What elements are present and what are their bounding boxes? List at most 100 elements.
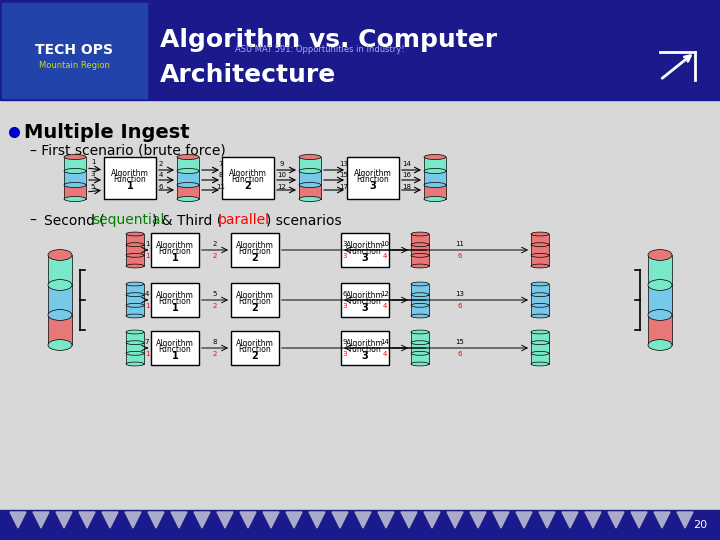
Ellipse shape	[177, 168, 199, 173]
Text: 2: 2	[251, 253, 258, 263]
FancyBboxPatch shape	[411, 305, 429, 316]
Ellipse shape	[48, 280, 72, 291]
Polygon shape	[33, 512, 49, 528]
Polygon shape	[424, 512, 440, 528]
Ellipse shape	[424, 154, 446, 159]
Text: 6: 6	[458, 253, 462, 259]
Text: Function: Function	[356, 176, 390, 185]
Text: ASU MAT 591: Opportunities in Industry!: ASU MAT 591: Opportunities in Industry!	[235, 45, 405, 55]
Polygon shape	[447, 512, 463, 528]
Text: 1: 1	[171, 303, 179, 313]
FancyBboxPatch shape	[531, 234, 549, 245]
Text: 9: 9	[343, 339, 347, 345]
Polygon shape	[631, 512, 647, 528]
Bar	[2, 3, 147, 98]
Polygon shape	[102, 512, 118, 528]
Text: – First scenario (brute force): – First scenario (brute force)	[30, 143, 226, 157]
Ellipse shape	[177, 154, 199, 159]
Text: 8: 8	[212, 339, 217, 345]
FancyBboxPatch shape	[126, 255, 144, 266]
Text: 1: 1	[91, 159, 95, 165]
Text: 4: 4	[159, 172, 163, 178]
FancyBboxPatch shape	[151, 233, 199, 267]
Text: 20: 20	[693, 520, 707, 530]
Text: Multiple Ingest: Multiple Ingest	[24, 123, 189, 141]
Ellipse shape	[48, 309, 72, 320]
FancyBboxPatch shape	[341, 233, 389, 267]
FancyBboxPatch shape	[48, 255, 72, 285]
FancyBboxPatch shape	[648, 255, 672, 285]
Text: Algorithm: Algorithm	[156, 292, 194, 300]
Text: 2: 2	[245, 181, 251, 191]
Text: Function: Function	[238, 247, 271, 256]
Polygon shape	[562, 512, 578, 528]
FancyBboxPatch shape	[48, 285, 72, 315]
Text: 3: 3	[361, 253, 369, 263]
Polygon shape	[539, 512, 555, 528]
Text: Function: Function	[348, 346, 382, 354]
Text: 1: 1	[171, 253, 179, 263]
Ellipse shape	[126, 253, 144, 257]
Polygon shape	[56, 512, 72, 528]
Text: 15: 15	[456, 339, 464, 345]
Ellipse shape	[126, 330, 144, 334]
Text: 1: 1	[145, 241, 149, 247]
Polygon shape	[654, 512, 670, 528]
Text: Algorithm: Algorithm	[156, 241, 194, 251]
Ellipse shape	[64, 154, 86, 159]
FancyBboxPatch shape	[341, 331, 389, 365]
Text: Algorithm vs. Computer: Algorithm vs. Computer	[160, 28, 497, 52]
Text: 6: 6	[343, 291, 347, 297]
Bar	[0, 100, 720, 510]
Ellipse shape	[299, 183, 321, 187]
Text: 11: 11	[456, 241, 464, 247]
Ellipse shape	[648, 309, 672, 320]
FancyBboxPatch shape	[531, 255, 549, 266]
Text: ) scenarios: ) scenarios	[266, 213, 341, 227]
Text: 4: 4	[383, 303, 387, 309]
Text: 1: 1	[127, 181, 133, 191]
Polygon shape	[493, 512, 509, 528]
Ellipse shape	[424, 183, 446, 187]
Text: Function: Function	[158, 346, 192, 354]
Ellipse shape	[411, 232, 429, 236]
Ellipse shape	[648, 249, 672, 260]
FancyBboxPatch shape	[231, 233, 279, 267]
Text: 3: 3	[91, 171, 95, 177]
Text: 10: 10	[277, 172, 287, 178]
Text: 2: 2	[159, 161, 163, 167]
Polygon shape	[148, 512, 164, 528]
Bar	[0, 510, 720, 540]
Polygon shape	[401, 512, 417, 528]
Text: 10: 10	[380, 241, 390, 247]
FancyBboxPatch shape	[347, 157, 399, 199]
Polygon shape	[585, 512, 601, 528]
Polygon shape	[470, 512, 486, 528]
Text: parallel: parallel	[218, 213, 270, 227]
Ellipse shape	[126, 264, 144, 268]
FancyBboxPatch shape	[531, 295, 549, 305]
Text: Mountain Region: Mountain Region	[39, 60, 109, 70]
FancyBboxPatch shape	[126, 353, 144, 364]
Text: 2: 2	[213, 241, 217, 247]
Text: Algorithm: Algorithm	[236, 340, 274, 348]
Polygon shape	[355, 512, 371, 528]
Bar	[0, 0, 720, 100]
Text: 12: 12	[278, 184, 287, 190]
Polygon shape	[240, 512, 256, 528]
FancyBboxPatch shape	[411, 255, 429, 266]
Text: 2: 2	[251, 303, 258, 313]
Ellipse shape	[177, 183, 199, 187]
Text: 3: 3	[343, 241, 347, 247]
Ellipse shape	[126, 314, 144, 318]
FancyBboxPatch shape	[531, 332, 549, 343]
FancyBboxPatch shape	[411, 295, 429, 305]
Text: 3: 3	[343, 253, 347, 259]
Ellipse shape	[411, 362, 429, 366]
Ellipse shape	[126, 232, 144, 236]
Text: Algorithm: Algorithm	[354, 170, 392, 179]
Ellipse shape	[411, 303, 429, 307]
Text: –: –	[30, 213, 41, 227]
FancyBboxPatch shape	[126, 332, 144, 343]
Text: 7: 7	[145, 339, 149, 345]
